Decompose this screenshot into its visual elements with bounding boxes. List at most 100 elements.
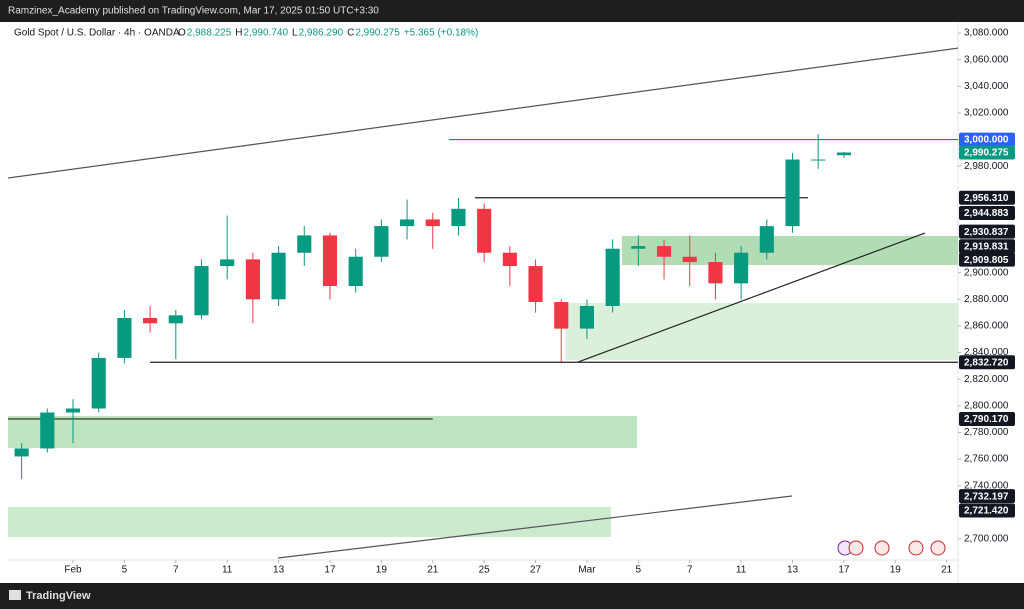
candle-body <box>348 256 363 287</box>
ohlc-key: L <box>292 28 298 39</box>
candle-body <box>14 448 29 457</box>
candle-body <box>528 266 543 302</box>
change-value: +5.365 (+0.18%) <box>404 28 479 39</box>
price-label-box <box>959 145 1015 160</box>
candle-body <box>554 301 569 329</box>
candle-body <box>708 262 723 284</box>
drawing-line <box>277 495 793 559</box>
chart-background <box>0 22 1024 583</box>
x-tick-label: 7 <box>173 565 179 576</box>
y-tick-label: 2,860.000 <box>964 321 1009 332</box>
x-tick-label: 19 <box>890 565 902 576</box>
candle-body <box>271 252 286 300</box>
candle-body <box>605 248 620 306</box>
zone <box>8 507 611 537</box>
ohlc-key: H <box>235 28 242 39</box>
zone <box>565 303 958 361</box>
y-tick-label: 2,760.000 <box>964 454 1009 465</box>
zone <box>621 235 958 265</box>
price-label: 2,909.805 <box>964 255 1009 266</box>
event-icon[interactable] <box>930 540 946 556</box>
y-tick-label: 3,080.000 <box>964 28 1009 39</box>
candle-body <box>785 159 800 227</box>
candle-body <box>400 219 415 227</box>
ohlc-key: O <box>178 28 186 39</box>
y-tick-label: 3,020.000 <box>964 108 1009 119</box>
candle-body <box>451 208 466 227</box>
candle-body <box>579 305 595 329</box>
candle-body <box>220 259 235 267</box>
price-label: 2,919.831 <box>964 241 1009 252</box>
price-label: 2,930.837 <box>964 227 1009 238</box>
x-tick-label: 17 <box>324 565 336 576</box>
ohlc-header: O 2,988.225 H 2,990.740 L 2,986.290 C 2,990.275… <box>178 28 478 39</box>
symbol-title: Gold Spot / U.S. Dollar · 4h · OANDA <box>14 28 180 39</box>
event-icon[interactable] <box>908 540 924 556</box>
plot-area <box>8 47 958 559</box>
price-label: 2,732.197 <box>964 491 1009 502</box>
price-label-box <box>959 132 1015 147</box>
price-label-box <box>959 489 1015 504</box>
candle-body <box>477 208 492 253</box>
y-tick-label: 2,980.000 <box>964 161 1009 172</box>
event-icon[interactable] <box>848 540 864 556</box>
candle-body <box>65 408 81 413</box>
candle-body <box>322 235 338 287</box>
candle-body <box>656 246 672 257</box>
brand-name: TradingView <box>26 590 91 602</box>
x-tick-label: 25 <box>479 565 491 576</box>
y-tick-label: 3,040.000 <box>964 81 1009 92</box>
ohlc-value: 2,990.740 <box>244 28 289 39</box>
y-tick-label: 2,840.000 <box>964 347 1009 358</box>
y-tick-label: 2,880.000 <box>964 294 1009 305</box>
candle-body <box>425 219 440 227</box>
price-label: 2,990.275 <box>964 148 1009 159</box>
y-tick-label: 2,900.000 <box>964 267 1009 278</box>
x-tick-label: 13 <box>787 565 799 576</box>
x-tick-label: 21 <box>941 565 953 576</box>
price-label-box <box>959 252 1015 267</box>
x-tick-label: 7 <box>687 565 693 576</box>
x-tick-label: 19 <box>376 565 388 576</box>
event-icon[interactable] <box>874 540 890 556</box>
candle-body <box>168 315 183 324</box>
candle-body <box>811 159 826 161</box>
zone <box>8 415 638 449</box>
axes: 3,080.000 3,060.000 3,040.000 3,020.000 2,98… <box>64 28 1015 576</box>
top-bar <box>0 0 1024 22</box>
x-tick-label: 17 <box>838 565 850 576</box>
x-tick-label: 5 <box>122 565 128 576</box>
brand-logo <box>9 590 21 600</box>
event-icons <box>837 540 946 556</box>
candle-body <box>374 226 389 257</box>
x-tick-label: 11 <box>222 565 233 576</box>
price-label: 2,832.720 <box>964 357 1009 368</box>
candle-body <box>143 317 158 324</box>
x-tick-label: 27 <box>530 565 542 576</box>
candle-body <box>117 317 132 358</box>
y-tick-label: 2,800.000 <box>964 400 1009 411</box>
y-tick-label: 3,060.000 <box>964 54 1009 65</box>
y-tick-label: 2,700.000 <box>964 534 1009 545</box>
price-label-box <box>959 411 1015 426</box>
candle-body <box>194 266 209 316</box>
candle-body <box>245 259 260 300</box>
ohlc-key: C <box>347 28 354 39</box>
price-label-box <box>959 503 1015 518</box>
ohlc-value: 2,990.275 <box>355 28 400 39</box>
candle-body <box>297 235 312 253</box>
footer-bar <box>0 583 1024 609</box>
ohlc-value: 2,988.225 <box>187 28 232 39</box>
price-label: 2,956.310 <box>964 193 1009 204</box>
candle-body <box>682 256 697 263</box>
y-tick-label: 2,780.000 <box>964 427 1009 438</box>
drawing-line <box>8 47 958 179</box>
price-label-box <box>959 239 1015 254</box>
price-label-box <box>959 190 1015 205</box>
candle-body <box>40 412 55 449</box>
price-label: 2,944.883 <box>964 208 1009 219</box>
candle-body <box>631 246 646 249</box>
candle-body <box>836 152 851 156</box>
candle-body <box>502 252 517 267</box>
